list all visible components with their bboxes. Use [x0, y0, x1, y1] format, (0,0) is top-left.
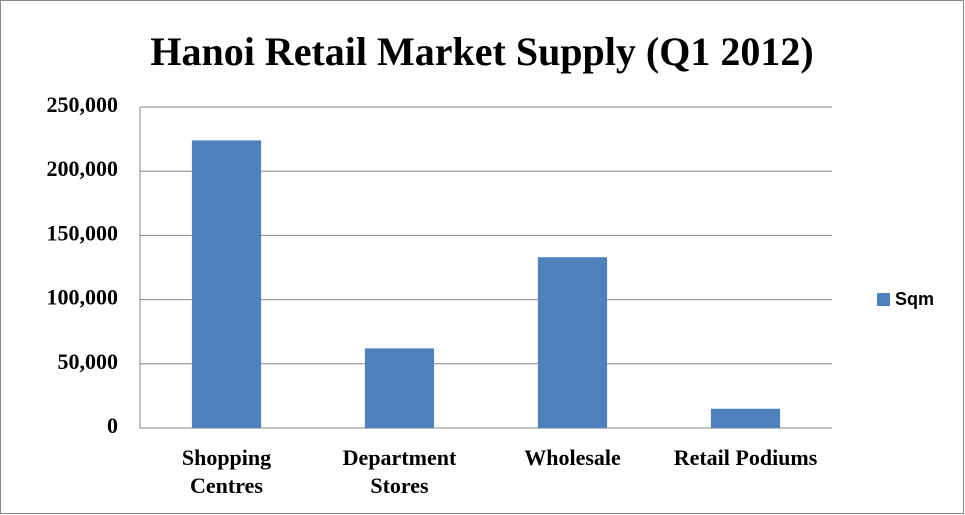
chart-title: Hanoi Retail Market Supply (Q1 2012) [150, 29, 813, 74]
bar [710, 408, 781, 428]
y-tick-label: 200,000 [47, 156, 119, 181]
bar [537, 257, 608, 428]
x-tick-label: Department Stores [342, 445, 457, 498]
y-tick-label: 0 [107, 413, 118, 438]
y-tick-label: 150,000 [47, 220, 119, 245]
bar [191, 140, 262, 428]
bar [364, 348, 435, 428]
x-tick-label: Wholesale [524, 445, 621, 470]
x-tick-label: Shopping Centres [181, 445, 272, 498]
legend-label: Sqm [895, 289, 934, 309]
legend-swatch [877, 293, 890, 306]
y-tick-label: 250,000 [47, 92, 119, 117]
x-tick-label: Retail Podiums [673, 445, 818, 470]
y-tick-label: 50,000 [58, 349, 119, 374]
y-tick-label: 100,000 [47, 285, 119, 310]
